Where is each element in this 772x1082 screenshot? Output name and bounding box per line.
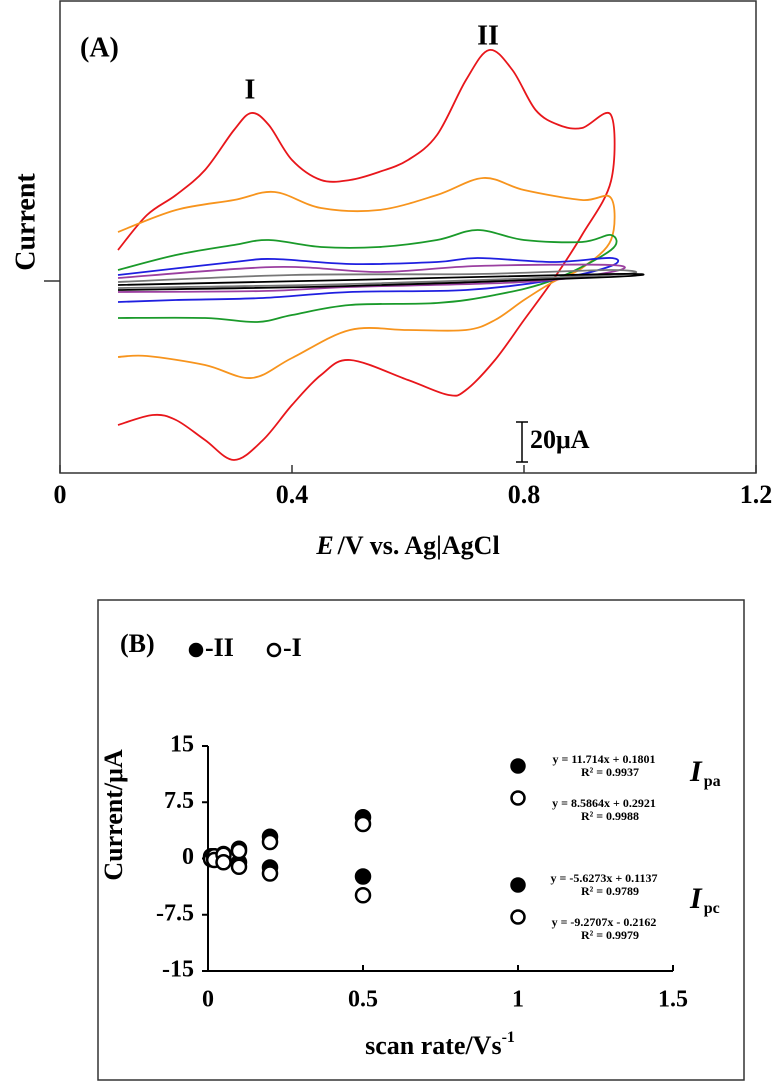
y-tick-label: -7.5 <box>156 900 194 926</box>
fit-r2: R² = 0.9979 <box>581 928 639 942</box>
x-axis-label: E/V vs. Ag|AgCl <box>315 531 499 560</box>
fit-marker <box>510 758 526 774</box>
fit-r2: R² = 0.9789 <box>581 884 639 898</box>
x-tick-label: 0.5 <box>348 987 378 1013</box>
fit-group-symbol: I <box>689 882 703 915</box>
fit-equation: y = -9.2707x - 0.2162 <box>552 915 657 929</box>
x-tick-label: 0 <box>54 480 67 509</box>
fit-group-subscript: pc <box>704 900 720 917</box>
cv-curve <box>117 49 616 461</box>
fit-equation: y = 11.714x + 0.1801 <box>552 752 655 766</box>
x-tick-label: 1.2 <box>740 480 772 509</box>
y-tick-label: 15 <box>170 732 194 758</box>
panel-label: (B) <box>120 629 155 658</box>
scale-bar <box>516 421 528 463</box>
data-point <box>354 815 372 833</box>
data-point <box>354 868 372 885</box>
cv-curve <box>117 229 618 323</box>
fit-marker <box>510 909 526 925</box>
peak-label: I <box>245 74 256 105</box>
fit-r2: R² = 0.9937 <box>581 765 639 779</box>
fit-group-subscript: pa <box>704 773 721 790</box>
y-axis-label: Current/μA <box>99 749 128 880</box>
y-tick-label: -15 <box>162 957 194 983</box>
legend-label: -II <box>205 633 234 662</box>
x-axis-label: scan rate/Vs-1 <box>365 1029 515 1060</box>
y-tick-label: 0 <box>182 844 194 870</box>
x-axis-text: scan rate/Vs <box>365 1031 501 1060</box>
data-point <box>230 842 248 860</box>
fit-r2: R² = 0.9988 <box>581 809 639 823</box>
legend-marker <box>188 642 204 658</box>
peak-label: II <box>477 20 499 51</box>
cv-curve <box>117 177 616 379</box>
fit-marker <box>510 877 526 893</box>
cv-curve <box>117 263 626 293</box>
plot-frame-a <box>59 0 757 474</box>
x-axis-text: /V vs. Ag|AgCl <box>337 531 500 560</box>
data-point <box>261 833 279 851</box>
x-axis-superscript: -1 <box>502 1029 515 1046</box>
panel-label: (A) <box>80 32 119 63</box>
fit-group-symbol: I <box>689 755 703 788</box>
cv-curve <box>117 257 620 303</box>
x-tick-label: 1.5 <box>658 987 688 1013</box>
fit-equation: y = 8.5864x + 0.2921 <box>552 796 656 810</box>
data-point <box>261 865 279 882</box>
cv-curve <box>117 273 645 291</box>
legend-label: -I <box>283 633 302 662</box>
x-tick-label: 0.8 <box>508 480 541 509</box>
fit-marker <box>510 790 526 806</box>
x-tick-label: 1 <box>512 987 524 1013</box>
data-point <box>354 887 372 904</box>
x-tick-label: 0.4 <box>276 480 309 509</box>
cv-curve <box>117 269 638 289</box>
scale-bar-label: 20μA <box>530 425 590 454</box>
panel-frame-b <box>97 599 745 1081</box>
legend-marker <box>266 642 282 658</box>
fit-equation: y = -5.6273x + 0.1137 <box>550 871 657 885</box>
data-point <box>230 858 248 875</box>
data-point <box>215 854 232 871</box>
x-tick-label: 0 <box>202 987 214 1013</box>
y-tick-label: 7.5 <box>164 788 194 814</box>
x-axis-symbol: E <box>315 531 333 560</box>
y-axis-label: Current <box>10 173 41 271</box>
